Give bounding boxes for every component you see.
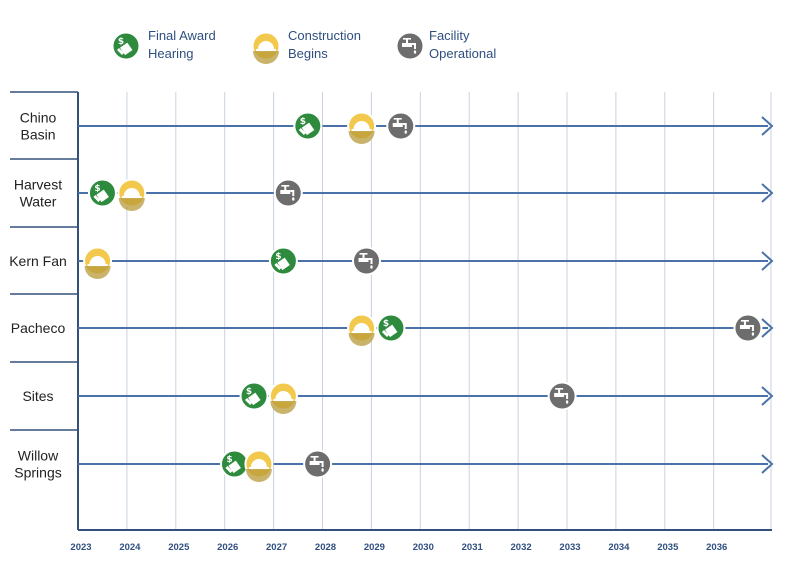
svg-text:$: $ [246,387,252,397]
document-money-icon [384,324,398,338]
document-money-icon [301,122,315,136]
water-faucet-icon [280,190,291,194]
timeline-arrow [761,116,774,136]
timeline-arrow [761,183,774,203]
timeline-arrow [761,318,774,338]
milestone-operational [733,313,763,343]
legend-label: Facility [429,28,470,43]
x-tick-label: 2029 [364,542,385,553]
milestone-operational [352,246,382,276]
milestone-award: $ [239,381,269,411]
milestone-operational [273,178,303,208]
milestone-award: $ [376,313,406,343]
svg-text:$: $ [118,37,124,47]
project-label: Pacheco [11,320,66,336]
timeline-arrow [761,386,774,406]
project-label: Water [20,194,57,210]
milestone-construction [268,381,298,414]
project-label: Chino [20,110,57,126]
water-faucet-icon [309,461,320,465]
axes: 2023 2024 2025 2026 2027 2028 2029 2030 2031 2032… [10,91,772,553]
project-label: Kern Fan [9,253,67,269]
x-tick-label: 2036 [706,542,727,553]
document-money-icon [247,392,261,406]
gridlines [77,92,772,530]
milestone-award: $ [87,178,117,208]
project-label: Springs [14,465,61,481]
x-tick-label: 2026 [217,542,238,553]
x-tick-label: 2025 [168,542,190,553]
hard-hat-icon [89,256,106,264]
timeline-arrow [761,251,774,271]
hard-hat-icon [275,391,292,399]
x-tick-label: 2034 [608,542,630,553]
x-tick-label: 2024 [119,542,141,553]
x-tick-label: 2030 [413,542,434,553]
milestone-construction [347,313,377,346]
legend-label: Final Award [148,28,216,43]
legend-label: Operational [429,46,496,61]
x-tick-label: 2032 [511,542,532,553]
legend-marker-construction [251,31,281,64]
milestone-construction [117,178,147,211]
milestone-operational [547,381,577,411]
hard-hat-icon [250,459,267,467]
project-label: Sites [22,388,53,404]
hard-hat-icon [353,121,370,129]
water-faucet-icon [402,43,412,47]
document-money-icon [228,460,241,474]
x-tick-label: 2027 [266,542,287,553]
water-faucet-icon [358,258,369,262]
legend-marker-operational [395,31,425,61]
legend-marker-award: $ [111,31,141,61]
document-money-icon [96,189,109,203]
water-faucet-icon [392,123,403,127]
milestone-markers: $ $ $ $ $ $ [83,111,763,482]
milestone-award: $ [268,246,298,276]
milestone-award: $ [293,111,323,141]
x-tick-label: 2035 [657,542,679,553]
milestone-operational [303,449,333,479]
hard-hat-icon [353,323,370,331]
legend-label: Begins [288,46,328,61]
legend-label: Construction [288,28,361,43]
milestone-construction [83,246,113,279]
x-tick-label: 2033 [559,542,580,553]
document-money-icon [277,257,290,271]
timeline-arrow [761,454,774,474]
hard-hat-icon [123,188,140,196]
x-tick-label: 2028 [315,542,336,553]
hard-hat-icon [258,41,274,49]
project-label: Basin [20,127,55,143]
project-label: Harvest [14,177,62,193]
x-tick-label: 2023 [70,542,91,553]
project-label: Willow [18,448,59,464]
milestone-construction [347,111,377,144]
svg-text:$: $ [275,252,281,262]
milestone-operational [386,111,416,141]
svg-text:$: $ [300,117,306,127]
legend-label: Hearing [148,46,194,61]
milestone-construction [244,449,274,482]
x-tick-label: 2031 [462,542,484,553]
svg-text:$: $ [383,319,389,329]
water-faucet-icon [739,325,750,329]
svg-text:$: $ [226,455,232,465]
document-money-icon [119,42,133,56]
water-faucet-icon [554,393,565,397]
milestone-award: $ [219,449,249,479]
svg-text:$: $ [94,184,100,194]
legend: $ Final Award Hearing Construction Begins Fac… [111,28,496,64]
